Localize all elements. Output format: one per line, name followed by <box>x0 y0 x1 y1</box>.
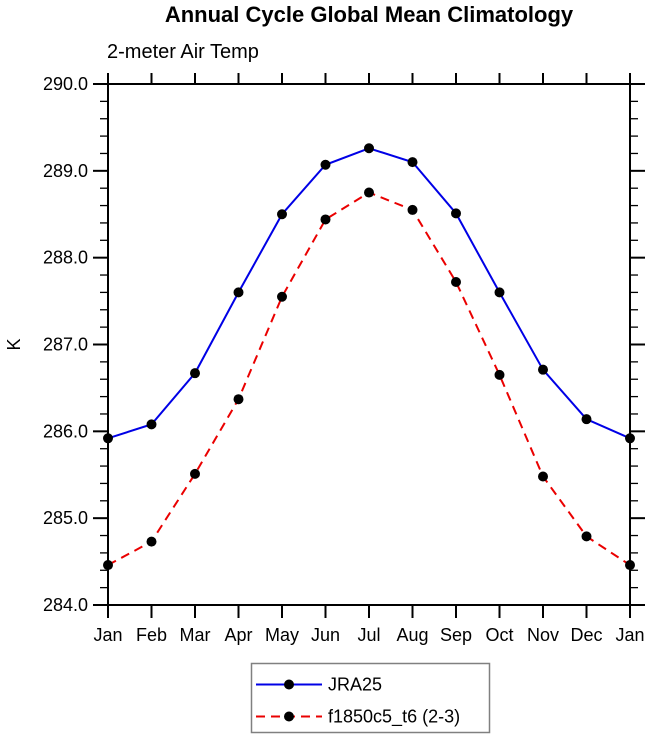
data-point-marker <box>407 157 418 168</box>
data-point-marker <box>190 368 200 379</box>
data-point-marker <box>320 214 331 225</box>
x-axis-labels: Jan Feb Mar Apr May Jun Jul Aug Sep Oct Nov Dec Jan <box>93 625 644 645</box>
data-point-marker <box>103 433 113 444</box>
y-axis-title: K <box>4 338 24 350</box>
data-point-marker <box>581 414 592 425</box>
month-label: Mar <box>180 625 211 645</box>
month-label: Jul <box>357 625 380 645</box>
month-label: Aug <box>396 625 428 645</box>
data-point-marker <box>233 394 244 405</box>
month-label: Jan <box>615 625 644 645</box>
y-axis-ticks <box>93 83 645 606</box>
data-point-marker <box>277 291 287 302</box>
data-point-marker <box>451 276 461 287</box>
data-point-marker <box>146 419 157 430</box>
month-label: Apr <box>224 625 252 645</box>
data-point-marker <box>451 208 461 219</box>
data-point-marker <box>625 560 635 571</box>
data-point-marker <box>494 287 505 298</box>
series-jra25 <box>103 143 635 444</box>
legend-label: JRA25 <box>328 675 382 695</box>
data-point-marker <box>625 433 635 444</box>
y-tick-label: 286.0 <box>43 421 88 441</box>
data-point-marker <box>581 531 592 542</box>
legend-entry: f1850c5_t6 (2-3) <box>256 707 460 728</box>
month-label: Nov <box>527 625 559 645</box>
month-label: Jun <box>311 625 340 645</box>
data-point-marker <box>146 536 157 547</box>
y-tick-label: 289.0 <box>43 161 88 181</box>
data-point-marker <box>277 209 287 220</box>
data-point-marker <box>364 187 374 198</box>
month-label: Dec <box>570 625 602 645</box>
data-point-marker <box>538 471 548 482</box>
legend-entry: JRA25 <box>256 675 382 695</box>
month-label: Sep <box>440 625 472 645</box>
x-axis-ticks <box>107 73 631 618</box>
data-point-marker <box>233 287 244 298</box>
data-point-marker <box>407 204 418 215</box>
legend-marker-sample <box>284 711 294 722</box>
data-point-marker <box>494 369 505 380</box>
chart-subtitle: 2-meter Air Temp <box>107 41 259 63</box>
month-label: Feb <box>136 625 167 645</box>
y-tick-label: 287.0 <box>43 335 88 355</box>
data-point-marker <box>364 143 374 154</box>
month-label: Oct <box>485 625 513 645</box>
data-point-marker <box>320 159 331 170</box>
legend: JRA25 f1850c5_t6 (2-3) <box>250 662 491 734</box>
month-label: Jan <box>93 625 122 645</box>
chart-title: Annual Cycle Global Mean Climatology <box>164 2 574 27</box>
legend-label: f1850c5_t6 (2-3) <box>328 707 460 728</box>
y-tick-label: 284.0 <box>43 595 88 615</box>
series-f1850c5-t6 <box>103 187 635 571</box>
data-point-marker <box>190 468 200 479</box>
y-axis-tick-labels: 284.0 285.0 286.0 287.0 288.0 289.0 290.0 <box>43 74 88 615</box>
legend-marker-sample <box>284 679 294 690</box>
month-label: May <box>265 625 299 645</box>
data-point-marker <box>538 364 548 375</box>
legend-box <box>250 662 491 734</box>
y-tick-label: 285.0 <box>43 508 88 528</box>
y-tick-label: 290.0 <box>43 74 88 94</box>
axes-frame <box>107 83 631 606</box>
data-point-marker <box>103 560 113 571</box>
y-tick-label: 288.0 <box>43 248 88 268</box>
